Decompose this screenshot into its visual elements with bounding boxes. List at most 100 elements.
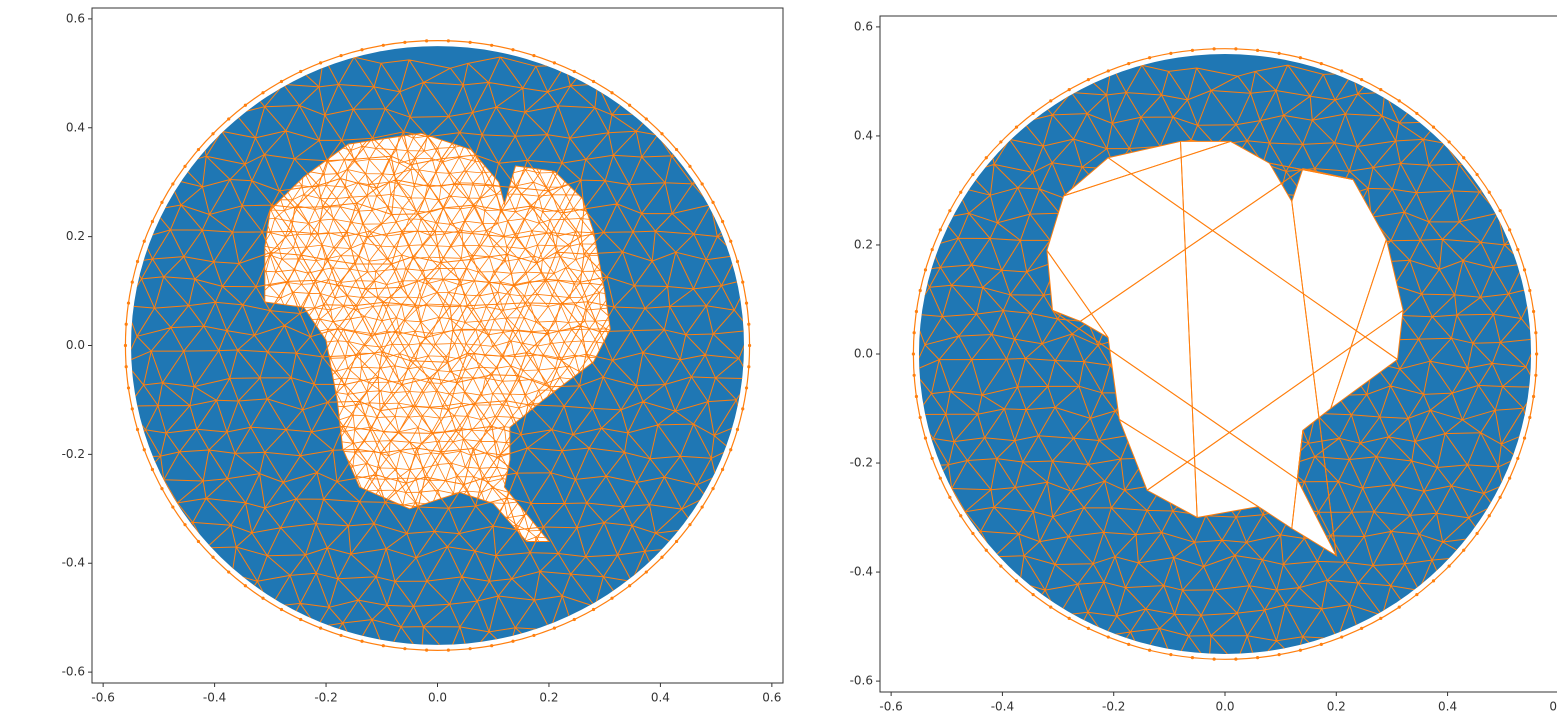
boundary-vertex [1320, 62, 1323, 65]
boundary-vertex [645, 570, 648, 573]
boundary-vertex [261, 91, 264, 94]
boundary-vertex [136, 428, 139, 431]
x-tick-label: 0.2 [539, 691, 558, 705]
boundary-vertex [1234, 47, 1237, 50]
boundary-vertex [1191, 656, 1194, 659]
boundary-vertex [1068, 617, 1071, 620]
boundary-vertex [280, 608, 283, 611]
boundary-vertex [1528, 416, 1531, 419]
boundary-vertex [1148, 649, 1151, 652]
boundary-vertex [1535, 352, 1538, 355]
boundary-vertex [675, 540, 678, 543]
boundary-vertex [999, 564, 1002, 567]
boundary-vertex [1169, 52, 1172, 55]
boundary-vertex [1148, 56, 1151, 59]
boundary-vertex [511, 48, 514, 51]
boundary-vertex [1532, 310, 1535, 313]
y-tick-label: -0.4 [850, 565, 873, 579]
boundary-vertex [125, 323, 128, 326]
y-tick-label: 0.4 [66, 120, 85, 134]
boundary-vertex [1191, 49, 1194, 52]
boundary-vertex [131, 407, 134, 410]
boundary-vertex [339, 634, 342, 637]
boundary-vertex [244, 584, 247, 587]
boundary-vertex [741, 407, 744, 410]
boundary-vertex [688, 523, 691, 526]
y-tick-label: 0.2 [66, 229, 85, 243]
boundary-vertex [701, 182, 704, 185]
boundary-vertex [183, 523, 186, 526]
boundary-vertex [1360, 78, 1363, 81]
boundary-vertex [628, 584, 631, 587]
boundary-vertex [319, 61, 322, 64]
boundary-vertex [160, 201, 163, 204]
boundary-vertex [1488, 191, 1491, 194]
boundary-vertex [915, 395, 918, 398]
boundary-vertex [1320, 643, 1323, 646]
boundary-vertex [1532, 395, 1535, 398]
boundary-vertex [1499, 496, 1502, 499]
boundary-vertex [299, 70, 302, 73]
boundary-vertex [1107, 635, 1110, 638]
page: -0.6-0.4-0.20.00.20.40.6-0.6-0.4-0.20.00… [0, 0, 1557, 720]
boundary-vertex [959, 514, 962, 517]
boundary-vertex [127, 301, 130, 304]
boundary-vertex [1508, 477, 1511, 480]
boundary-vertex [1398, 605, 1401, 608]
y-tick-label: -0.6 [62, 665, 85, 679]
boundary-vertex [382, 644, 385, 647]
boundary-vertex [1278, 653, 1281, 656]
boundary-vertex [1015, 126, 1018, 129]
boundary-vertex [1256, 49, 1259, 52]
boundary-vertex [124, 344, 127, 347]
boundary-vertex [913, 374, 916, 377]
boundary-vertex [339, 54, 342, 57]
boundary-vertex [1049, 605, 1052, 608]
boundary-vertex [532, 54, 535, 57]
boundary-vertex [1213, 47, 1216, 50]
boundary-vertex [701, 505, 704, 508]
boundary-vertex [1234, 658, 1237, 661]
boundary-vertex [1488, 514, 1491, 517]
filled-region [919, 54, 1531, 654]
y-tick-label: -0.6 [850, 674, 873, 688]
boundary-vertex [425, 39, 428, 42]
boundary-vertex [1299, 56, 1302, 59]
boundary-vertex [1528, 289, 1531, 292]
boundary-vertex [912, 352, 915, 355]
boundary-vertex [1508, 228, 1511, 231]
boundary-vertex [382, 44, 385, 47]
figure: -0.6-0.4-0.20.00.20.40.6-0.6-0.4-0.20.00… [0, 0, 1557, 720]
boundary-vertex [151, 220, 154, 223]
y-tick-label: 0.2 [854, 237, 873, 251]
boundary-vertex [675, 148, 678, 151]
boundary-vertex [573, 70, 576, 73]
boundary-vertex [736, 260, 739, 263]
boundary-vertex [1087, 78, 1090, 81]
boundary-vertex [1107, 69, 1110, 72]
y-tick-label: 0.0 [66, 338, 85, 352]
boundary-vertex [1379, 617, 1382, 620]
boundary-vertex [1523, 268, 1526, 271]
boundary-vertex [1516, 248, 1519, 251]
boundary-vertex [1169, 653, 1172, 656]
boundary-vertex [360, 640, 363, 643]
boundary-vertex [160, 487, 163, 490]
hole-edge [1080, 169, 1303, 322]
boundary-vertex [985, 549, 988, 552]
boundary-vertex [747, 323, 750, 326]
boundary-vertex [1299, 649, 1302, 652]
boundary-vertex [227, 570, 230, 573]
boundary-vertex [1340, 69, 1343, 72]
boundary-vertex [931, 248, 934, 251]
boundary-vertex [745, 386, 748, 389]
boundary-vertex [971, 173, 974, 176]
boundary-vertex [729, 448, 732, 451]
boundary-vertex [1499, 209, 1502, 212]
boundary-vertex [721, 468, 724, 471]
boundary-vertex [299, 618, 302, 621]
boundary-vertex [143, 448, 146, 451]
boundary-vertex [924, 268, 927, 271]
boundary-vertex [1462, 156, 1465, 159]
boundary-vertex [1087, 627, 1090, 630]
